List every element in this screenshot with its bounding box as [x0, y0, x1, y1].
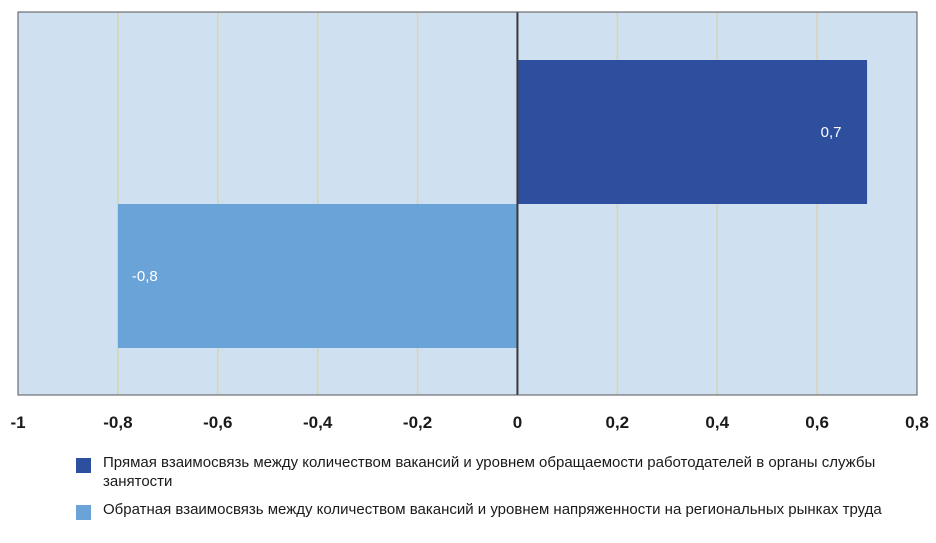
x-tick-label: 0 [513, 413, 522, 432]
legend-label-direct: Прямая взаимосвязь между количеством вак… [103, 454, 876, 490]
x-tick-label: 0,8 [905, 413, 929, 432]
legend-swatch-direct [76, 458, 91, 473]
chart: -1 -0,8 -0,6 -0,4 -0,2 0 0,2 0,4 0,6 0,8 0,7 -0,8 [10, 11, 929, 432]
bars [117, 60, 868, 348]
data-label: 0,7 [821, 124, 842, 141]
bar [117, 204, 518, 348]
data-labels: 0,7 -0,8 [132, 124, 842, 285]
bar [517, 60, 868, 204]
legend-swatch-inverse [76, 505, 91, 520]
x-tick-label: -0,6 [203, 413, 232, 432]
x-tick-label: -0,8 [103, 413, 132, 432]
x-tick-label: -0,2 [403, 413, 432, 432]
x-tick-label: 0,6 [805, 413, 829, 432]
data-label: -0,8 [132, 268, 158, 285]
x-tick-label: -1 [10, 413, 25, 432]
legend-label-inverse: Обратная взаимосвязь между количеством в… [103, 501, 882, 518]
legend-item-direct: Прямая взаимосвязь между количеством вак… [76, 453, 916, 491]
legend: Прямая взаимосвязь между количеством вак… [76, 453, 916, 529]
x-tick-label: 0,4 [705, 413, 729, 432]
x-tick-label: -0,4 [303, 413, 333, 432]
x-axis-ticks: -1 -0,8 -0,6 -0,4 -0,2 0 0,2 0,4 0,6 0,8 [10, 413, 928, 432]
plot-border [17, 11, 918, 396]
legend-item-inverse: Обратная взаимосвязь между количеством в… [76, 500, 916, 520]
x-tick-label: 0,2 [606, 413, 630, 432]
